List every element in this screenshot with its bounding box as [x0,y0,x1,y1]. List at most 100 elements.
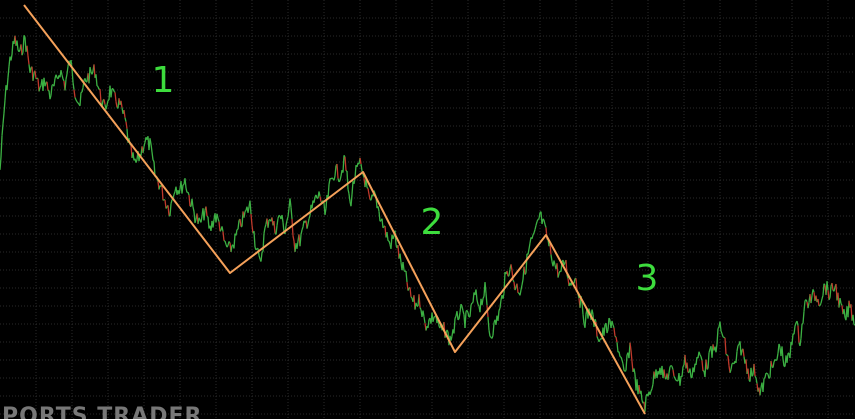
price-segment [817,299,820,307]
price-segment [55,74,58,78]
price-segment [76,101,79,104]
price-segment [224,240,227,245]
price-segment [106,100,109,106]
price-segment [679,376,682,386]
price-segment [64,79,67,91]
price-segment [286,216,289,221]
price-segment [4,85,7,101]
price-segment [469,304,472,317]
price-segment [237,220,240,230]
price-segment [61,74,64,80]
price-segment [623,369,626,372]
price-segment [766,372,769,375]
price-segment [162,199,165,201]
price-segment [170,199,173,204]
price-segment [120,100,123,108]
price-segment [351,181,354,195]
price-segment [482,296,485,299]
price-segment [73,89,76,98]
price-segment [459,304,462,313]
price-segment [114,92,117,102]
price-segment [531,234,534,239]
price-segment [282,222,285,233]
price-segment [510,264,513,271]
price-segment [487,317,490,331]
price-segment [51,84,54,86]
price-segment [667,373,670,380]
price-segment [306,223,309,229]
price-segment [39,85,42,88]
price-segment [410,296,413,299]
price-segment [203,210,206,221]
price-segment [488,330,491,337]
price-segment [113,90,116,93]
price-segment [212,219,215,228]
price-segment [291,219,294,236]
price-segment [105,105,108,110]
price-segment [705,359,708,370]
price-segment [492,322,495,336]
price-segment [38,87,41,92]
price-segment [348,193,351,202]
price-segment [839,298,842,304]
price-segment [549,243,552,255]
price-segment [772,361,775,368]
price-segment [255,248,258,251]
price-segment [307,218,310,225]
price-segment [150,144,153,153]
price-segment [81,87,84,93]
price-segment [708,348,711,354]
price-segment [399,253,402,263]
price-segment [529,237,532,244]
price-segment [786,353,789,363]
price-segment [390,234,393,249]
price-segment [65,73,68,80]
price-segment [775,359,778,362]
price-segment [263,227,266,234]
price-segment [613,327,616,337]
price-segment [826,281,829,291]
price-segment [514,286,517,291]
price-segment [532,232,535,236]
price-segment [250,213,253,226]
price-segment [433,315,436,318]
price-segment [0,156,2,170]
price-segment [724,337,727,355]
price-segment [611,320,614,326]
price-segment [20,44,23,56]
price-segment [405,270,408,283]
price-segment [324,208,327,215]
price-segment [313,196,316,203]
price-segment [164,199,167,209]
price-segment [520,284,523,291]
price-segment [751,374,754,377]
price-segment [810,295,813,304]
price-segment [464,311,467,329]
price-segment [142,146,145,153]
price-segment [185,187,188,193]
price-segment [66,66,69,75]
price-segment [736,345,739,352]
price-segment [347,188,350,195]
price-segment [123,109,126,118]
price-segment [53,78,56,87]
price-segment [686,362,689,373]
price-segment [747,368,750,380]
price-segment [169,203,172,217]
price-segment [663,369,666,378]
price-segment [1,123,4,136]
price-segment [382,226,385,229]
price-segment [698,351,701,356]
price-segment [599,338,602,341]
price-segment [819,302,822,306]
price-segment [794,322,797,327]
price-segment [537,218,540,220]
price-segment [264,223,267,228]
price-segment [32,73,35,81]
price-segment [423,316,426,324]
price-segment [802,311,805,324]
price-segment [50,85,53,96]
price-segment [77,102,80,105]
price-segment [791,333,794,345]
price-segment [673,375,676,379]
